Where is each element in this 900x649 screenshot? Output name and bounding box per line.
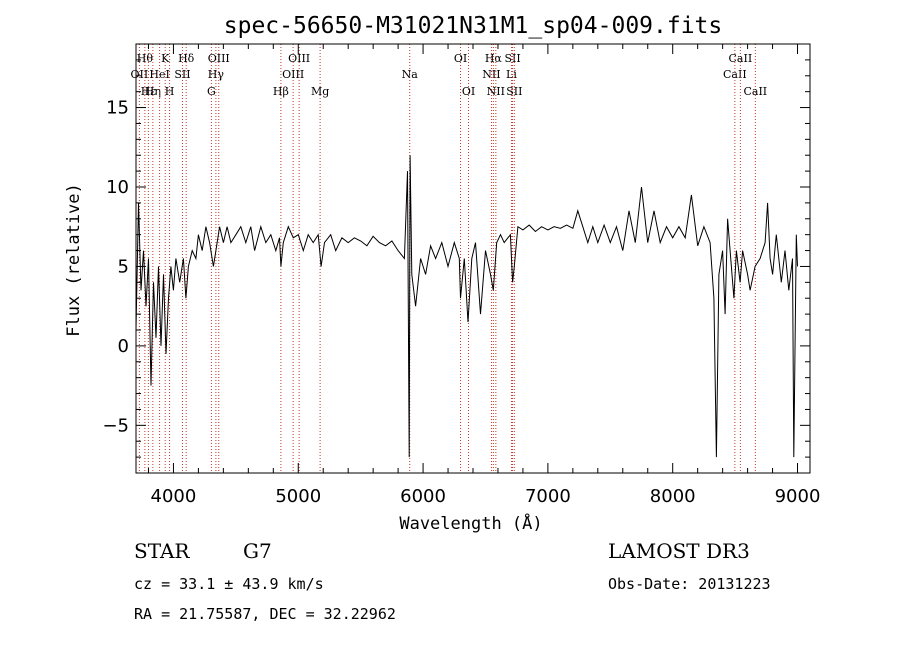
spectral-line-label: OIII (282, 68, 304, 81)
x-tick-label: 4000 (151, 486, 197, 507)
plot-frame (135, 43, 811, 474)
spectral-line-label: Li (506, 68, 517, 81)
observation-date: Obs-Date: 20131223 (608, 575, 771, 593)
spectral-line-label: OI (454, 52, 467, 65)
survey-name: LAMOST DR3 (608, 539, 750, 563)
y-tick-label: 0 (118, 336, 129, 357)
spectral-line-label: HeI (149, 68, 169, 81)
x-tick-label: 8000 (650, 486, 696, 507)
spectral-line-label: Na (402, 68, 419, 81)
spectral-line-label: Hη (145, 85, 161, 98)
spectral-line-label: Hθ (137, 52, 154, 65)
spectral-line-label: SII (504, 52, 520, 65)
y-axis-label: Flux (relative) (64, 183, 84, 337)
spectral-line-label: CaII (743, 85, 767, 98)
spectrum-line (135, 155, 798, 458)
spectral-line-label: Hδ (178, 52, 195, 65)
x-tick-label: 6000 (400, 486, 446, 507)
axis-ticks: 4000 5000 6000 7000 8000 9000 −5 0 5 10 15 (102, 43, 821, 507)
spectral-line-label: Hε (141, 85, 157, 98)
spectral-line-label: K (161, 52, 170, 65)
object-class: STAR (134, 539, 190, 563)
y-tick-label: 10 (106, 177, 129, 198)
spectral-line-label: H (165, 85, 175, 98)
spectral-line-label: Hβ (273, 85, 289, 98)
spectral-line-label: NII (482, 68, 500, 81)
x-axis-label: Wavelength (Å) (399, 512, 542, 534)
y-tick-label: 15 (106, 98, 129, 119)
redshift-velocity: cz = 33.1 ± 43.9 km/s (134, 575, 324, 593)
x-tick-label: 9000 (775, 486, 821, 507)
object-subclass: G7 (243, 539, 272, 563)
spectral-line-label: OIII (208, 52, 230, 65)
y-tick-label: −5 (102, 415, 129, 436)
spectral-line-label: SII (506, 85, 522, 98)
y-tick-label: 5 (118, 256, 129, 277)
spectral-line-label: G (207, 85, 216, 98)
spectral-line-label: NII (487, 85, 505, 98)
spectral-line-label: SII (174, 68, 190, 81)
spectral-line-label: OI (462, 85, 475, 98)
x-tick-label: 7000 (525, 486, 571, 507)
spectral-line-label: Mg (311, 85, 329, 98)
spectral-line-label: OII (131, 68, 149, 81)
chart-title: spec-56650-M31021N31M1_sp04-009.fits (224, 13, 723, 39)
coordinates: RA = 21.75587, DEC = 32.22962 (134, 605, 396, 623)
spectral-line-label: CaII (729, 52, 753, 65)
spectral-line-label: Hα (485, 52, 503, 65)
spectral-line-label: Hγ (208, 68, 225, 81)
x-tick-label: 5000 (275, 486, 321, 507)
spectral-line-label: CaII (723, 68, 747, 81)
spectral-line-label: OIII (288, 52, 310, 65)
